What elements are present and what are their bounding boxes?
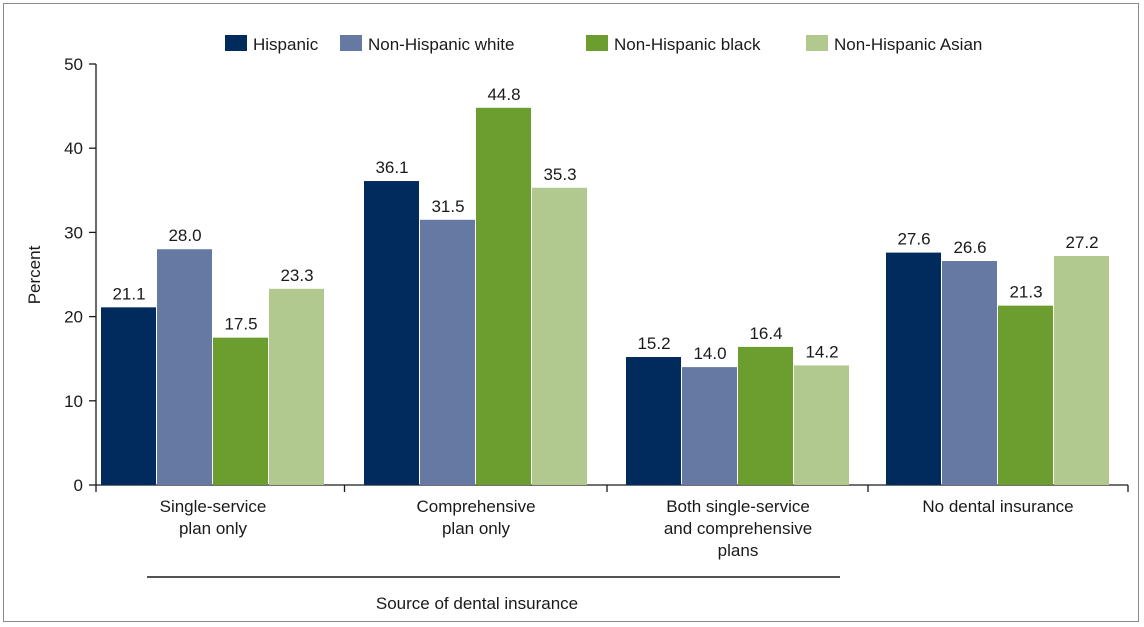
- bar-value-label: 31.5: [431, 197, 464, 216]
- legend-swatch: [806, 35, 828, 51]
- bar-value-label: 14.2: [805, 342, 838, 361]
- bar-value-label: 15.2: [637, 334, 670, 353]
- bar-value-label: 26.6: [953, 238, 986, 257]
- bar: [364, 181, 419, 485]
- bar: [420, 219, 475, 485]
- bar-value-label: 27.6: [897, 230, 930, 249]
- category-label: Both single-service: [666, 497, 810, 516]
- bar: [213, 337, 268, 485]
- legend-label: Non-Hispanic black: [614, 35, 761, 54]
- legend-label: Non-Hispanic white: [368, 35, 514, 54]
- y-tick-label: 30: [64, 223, 83, 242]
- legend-swatch: [586, 35, 608, 51]
- bar-value-label: 44.8: [487, 85, 520, 104]
- category-label: No dental insurance: [922, 497, 1073, 516]
- y-tick-label: 20: [64, 308, 83, 327]
- bar: [998, 305, 1053, 485]
- bar: [794, 365, 849, 485]
- bar: [886, 252, 941, 485]
- bar: [626, 357, 681, 485]
- bar-value-label: 36.1: [375, 158, 408, 177]
- y-tick-label: 40: [64, 139, 83, 158]
- bar-value-label: 27.2: [1065, 233, 1098, 252]
- bar: [476, 107, 531, 485]
- y-tick-label: 0: [74, 476, 83, 495]
- category-label: and comprehensive: [664, 519, 812, 538]
- y-axis-label: Percent: [25, 245, 44, 304]
- legend: Hispanic Non-Hispanic white Non-Hispanic b…: [225, 35, 982, 54]
- bar: [1054, 255, 1109, 485]
- bar-value-label: 35.3: [543, 165, 576, 184]
- bars: 21.1 36.1 15.2 27.6 28.0 31.5 14.0 26.6 17.5 44.8…: [101, 85, 1109, 486]
- bar-value-label: 28.0: [168, 226, 201, 245]
- category-label: Single-service: [160, 497, 267, 516]
- bar-value-label: 21.1: [112, 284, 145, 303]
- bar: [682, 367, 737, 485]
- y-tick-label: 50: [64, 55, 83, 74]
- y-tick-label: 10: [64, 392, 83, 411]
- category-label: plan only: [442, 519, 511, 538]
- bar: [101, 307, 156, 485]
- bar-value-label: 23.3: [280, 266, 313, 285]
- legend-label: Non-Hispanic Asian: [834, 35, 982, 54]
- category-label: plan only: [179, 519, 248, 538]
- bar: [942, 261, 997, 485]
- bar-value-label: 21.3: [1009, 283, 1042, 302]
- bar: [532, 187, 587, 486]
- legend-label: Hispanic: [253, 35, 319, 54]
- category-label: plans: [718, 541, 759, 560]
- category-label: Comprehensive: [416, 497, 535, 516]
- bar: [157, 249, 212, 485]
- bar-value-label: 16.4: [749, 324, 782, 343]
- bar-value-label: 17.5: [224, 315, 257, 334]
- bar-value-label: 14.0: [693, 344, 726, 363]
- bar: [269, 288, 324, 485]
- axes: 0 10 20 30 40 50 Single-service plan only Compre…: [64, 55, 1129, 578]
- legend-swatch: [340, 35, 362, 51]
- x-axis-label: Source of dental insurance: [376, 594, 578, 613]
- legend-swatch: [225, 35, 247, 51]
- bar: [738, 346, 793, 485]
